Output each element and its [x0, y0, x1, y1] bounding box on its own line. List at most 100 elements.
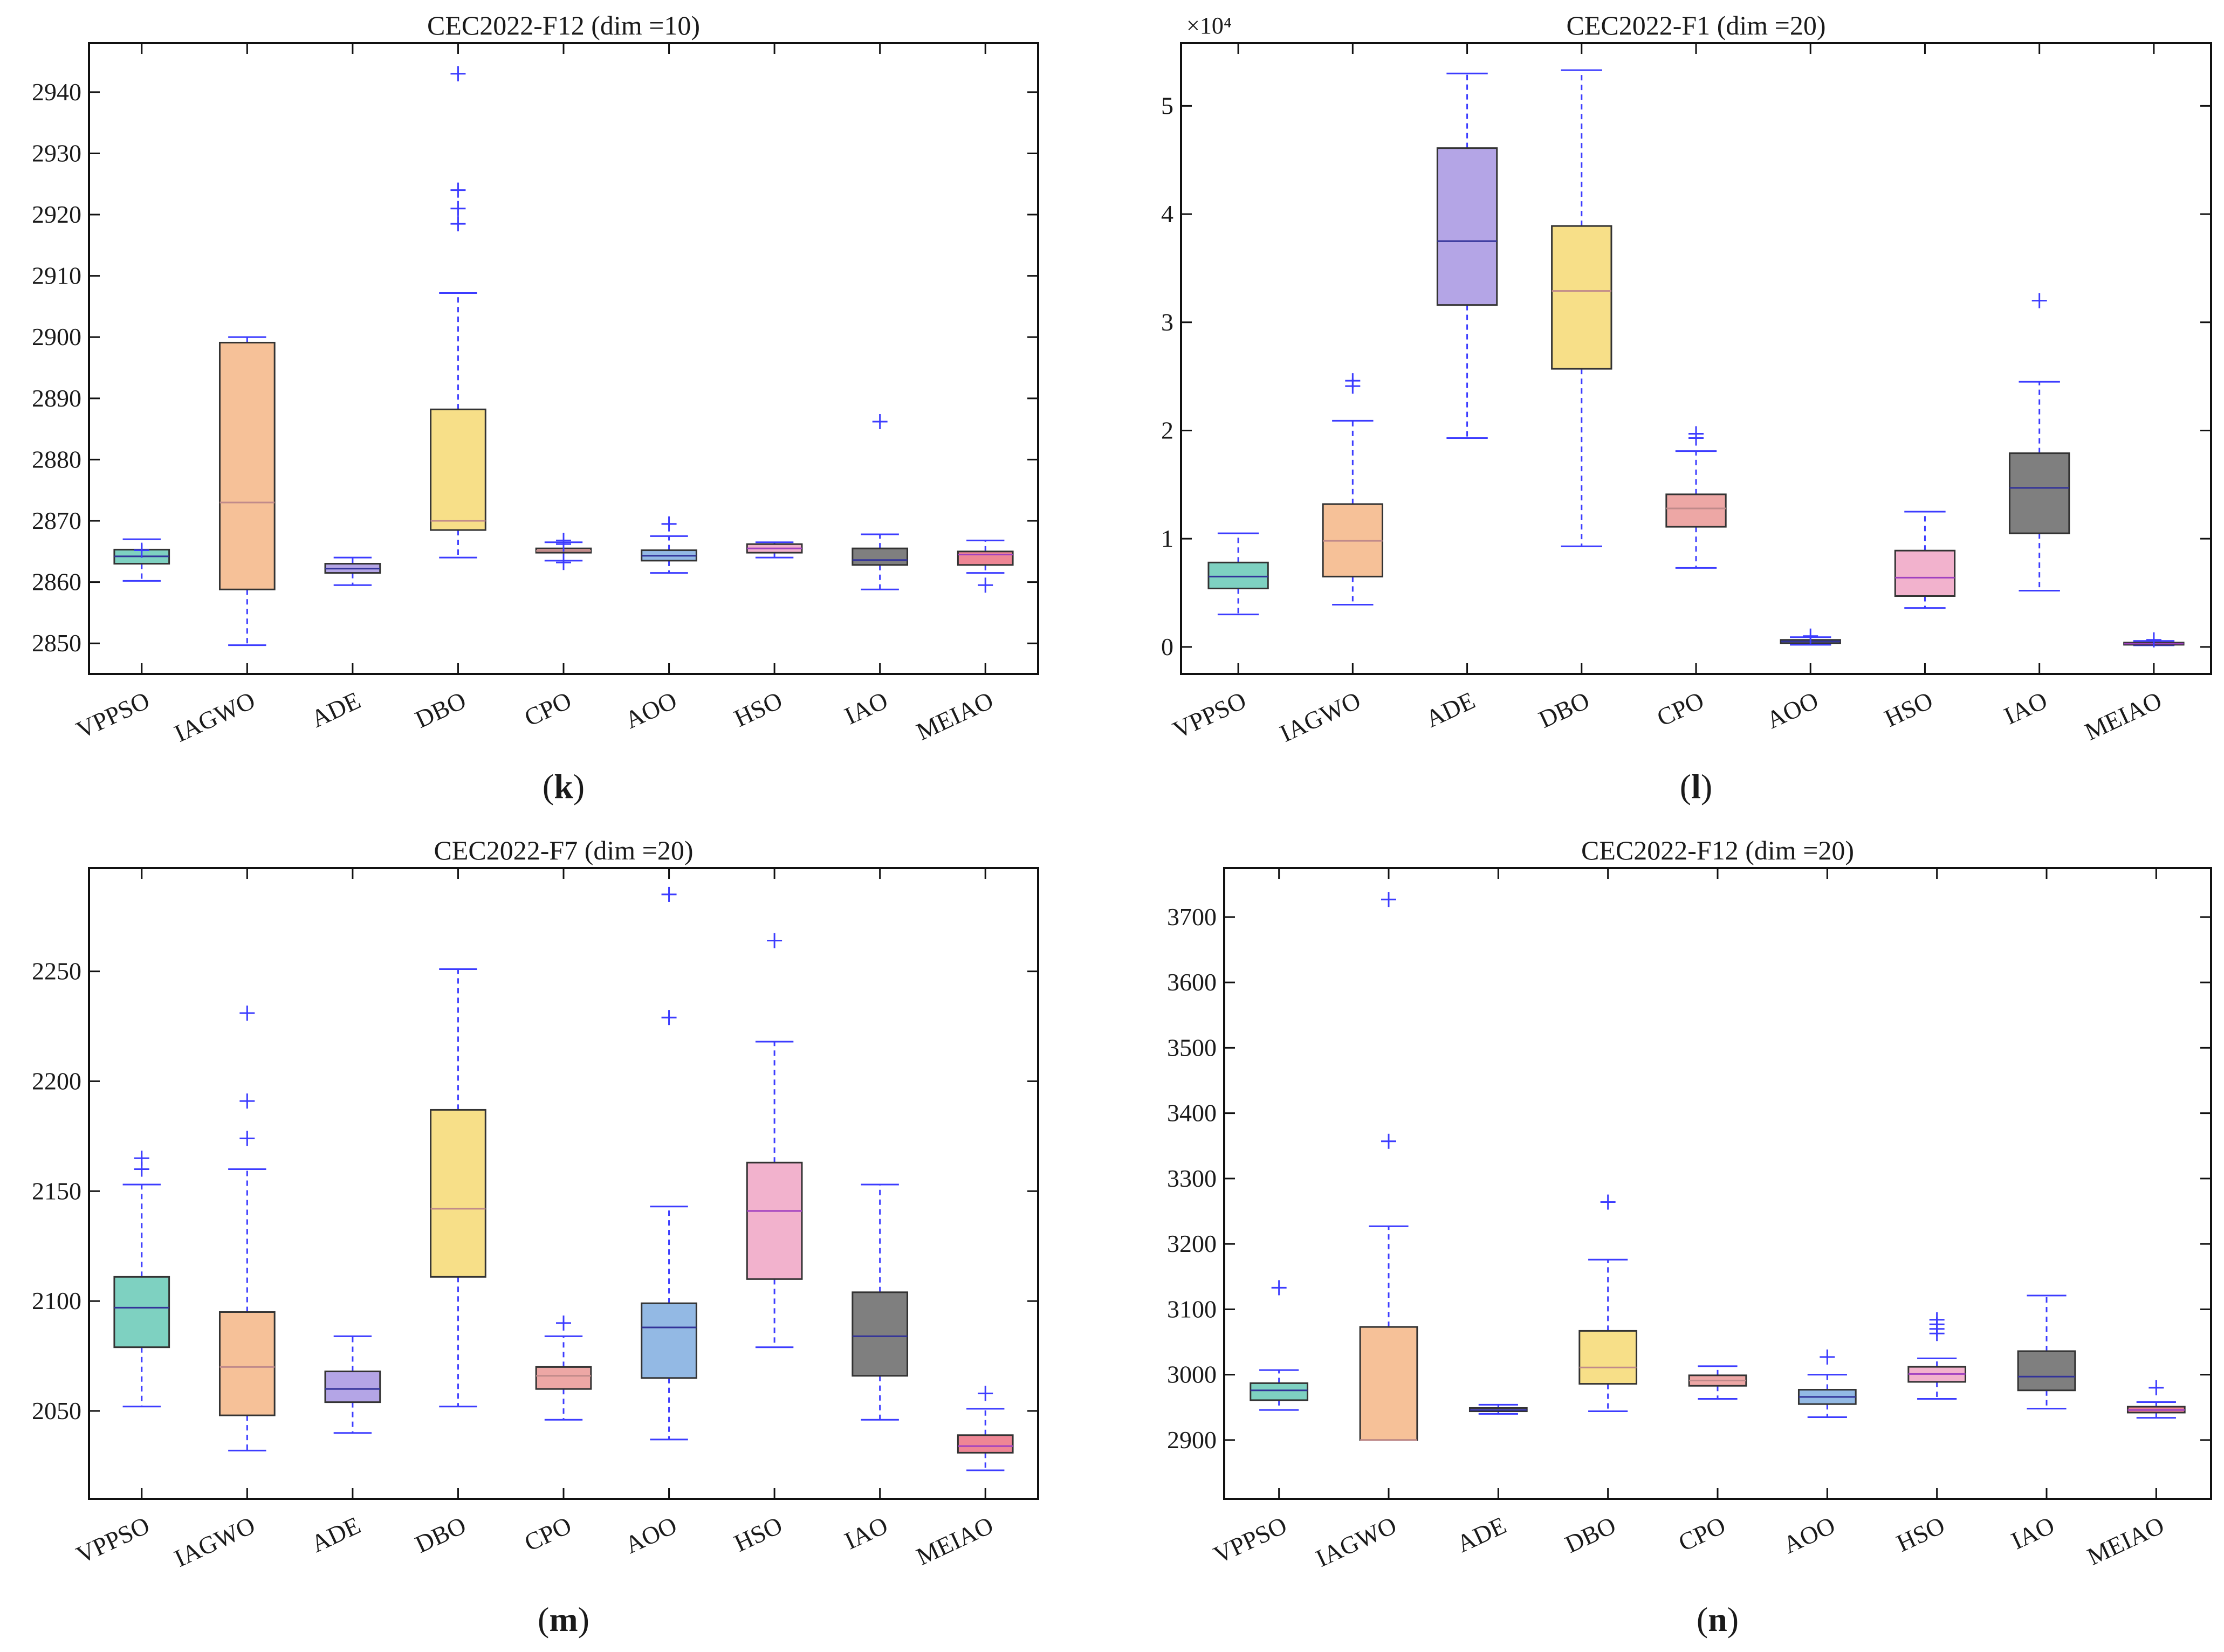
axes-frame — [1180, 42, 2212, 675]
box-iagwo — [218, 336, 276, 646]
chart-title: CEC2022-F12 (dim =20) — [1581, 835, 1854, 865]
outlier-marker — [1381, 1133, 1396, 1149]
outlier-marker — [556, 533, 571, 548]
y-tick-label: 2900 — [32, 323, 81, 350]
box-iagwo — [218, 1006, 276, 1451]
box-iqr — [1665, 493, 1727, 528]
y-tick-label: 2930 — [32, 139, 81, 167]
panel-label-letter: m — [549, 1600, 578, 1639]
outlier-marker — [1803, 628, 1818, 644]
box-iqr — [957, 1434, 1014, 1454]
y-tick-label: 3700 — [1167, 903, 1217, 931]
outlier-marker — [556, 1315, 571, 1331]
box-iqr — [535, 1366, 592, 1390]
box-iao — [852, 414, 909, 590]
outlier-marker — [239, 1006, 255, 1021]
box-vppso — [113, 538, 170, 582]
box-iqr — [1551, 225, 1612, 370]
outlier-marker — [1688, 426, 1704, 442]
y-tick-label: 2050 — [32, 1397, 81, 1424]
box-meiao — [957, 1386, 1014, 1471]
box-iqr — [1207, 561, 1269, 589]
outlier-marker — [978, 1386, 993, 1401]
box-iqr — [2017, 1350, 2076, 1392]
box-vppso — [1250, 1280, 1309, 1411]
outlier-marker — [450, 66, 466, 81]
panel-label-letter: k — [554, 767, 573, 806]
axes-frame — [88, 42, 1039, 675]
box-iqr — [1359, 1326, 1418, 1441]
outlier-marker — [661, 886, 677, 902]
outlier-marker — [978, 577, 993, 593]
outlier-marker — [450, 182, 466, 198]
box-vppso — [113, 1151, 170, 1408]
outlier-marker — [1381, 892, 1396, 907]
box-iqr — [2008, 452, 2070, 534]
box-cpo — [535, 533, 592, 570]
y-tick-label: 2910 — [32, 262, 81, 290]
box-iqr — [430, 1109, 486, 1278]
box-aoo — [1780, 628, 1841, 646]
y-tick-label: 2890 — [32, 384, 81, 412]
y-tick-label: 3 — [1161, 308, 1173, 336]
y-tick-label: 2250 — [32, 958, 81, 985]
outlier-marker — [134, 1151, 149, 1166]
box-cpo — [1665, 426, 1727, 569]
box-iqr — [113, 1276, 170, 1348]
axes-frame — [1223, 867, 2212, 1500]
outlier-marker — [1929, 1312, 1945, 1327]
box-hso — [746, 933, 803, 1348]
outlier-marker — [872, 414, 888, 429]
box-iqr — [1436, 147, 1498, 306]
outlier-marker — [1271, 1280, 1287, 1296]
y-tick-label: 2900 — [1167, 1426, 1217, 1454]
box-iqr — [852, 547, 909, 566]
box-ade — [324, 1335, 381, 1434]
outlier-marker — [239, 1131, 255, 1146]
box-ade — [1468, 1403, 1528, 1415]
outlier-marker — [2146, 632, 2161, 648]
box-iqr — [218, 341, 276, 590]
y-tick-label: 2 — [1161, 416, 1173, 444]
box-hso — [746, 541, 803, 559]
panel-label: (k) — [543, 767, 585, 806]
box-aoo — [1797, 1349, 1857, 1418]
y-tick-label: 2100 — [32, 1287, 81, 1314]
outlier-marker — [556, 555, 571, 570]
y-tick-label: 2880 — [32, 445, 81, 473]
panel-label: (m) — [538, 1600, 589, 1639]
outlier-marker — [2149, 1380, 2164, 1395]
y-tick-label: 2870 — [32, 507, 81, 534]
box-iqr — [641, 1302, 697, 1379]
outlier-marker — [1600, 1194, 1616, 1210]
box-cpo — [1688, 1365, 1747, 1400]
box-iqr — [852, 1291, 909, 1377]
box-iqr — [1894, 549, 1956, 597]
box-dbo — [430, 968, 486, 1408]
box-dbo — [1551, 69, 1612, 547]
box-vppso — [1207, 532, 1269, 616]
box-meiao — [2126, 1380, 2186, 1419]
outlier-marker — [239, 1093, 255, 1109]
box-meiao — [2123, 632, 2185, 648]
y-tick-label: 3300 — [1167, 1165, 1217, 1192]
outlier-marker — [767, 933, 782, 948]
box-hso — [1894, 511, 1956, 609]
y-tick-label: 3000 — [1167, 1361, 1217, 1388]
y-tick-label: 2860 — [32, 568, 81, 596]
y-tick-label: 3500 — [1167, 1034, 1217, 1061]
chart-title: CEC2022-F1 (dim =20) — [1567, 10, 1826, 40]
outlier-marker — [2031, 293, 2047, 308]
panel-label: (n) — [1697, 1600, 1739, 1639]
panel-label: (l) — [1680, 767, 1712, 806]
box-iqr — [218, 1311, 276, 1416]
box-hso — [1907, 1312, 1967, 1400]
y-tick-label: 2940 — [32, 78, 81, 106]
y-tick-label: 3100 — [1167, 1295, 1217, 1323]
y-axis-exponent-label: ×10⁴ — [1186, 12, 1232, 39]
y-tick-label: 1 — [1161, 525, 1173, 552]
box-meiao — [957, 539, 1014, 593]
box-iqr — [324, 1371, 381, 1403]
